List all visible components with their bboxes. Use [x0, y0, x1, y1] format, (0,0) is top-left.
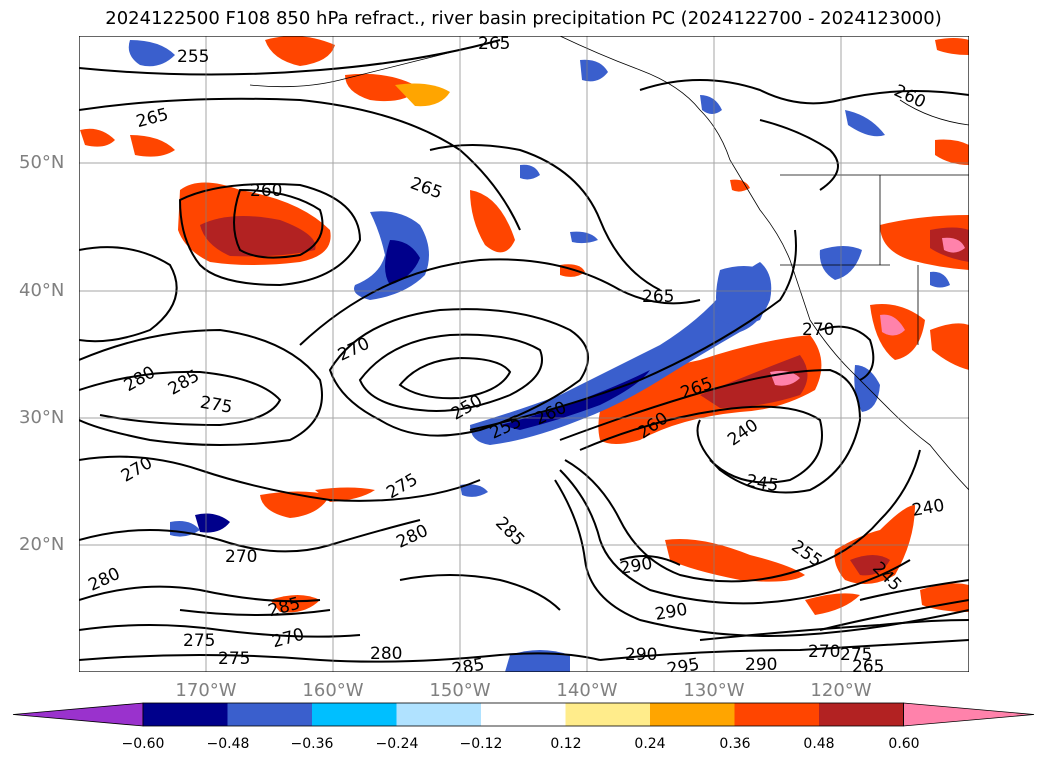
lon-label: 150°W	[429, 680, 491, 701]
colorbar-tick-label: 0.60	[888, 736, 920, 752]
colorbar-tick-label: −0.12	[459, 736, 503, 752]
colorbar-tick-label: 0.36	[719, 736, 751, 752]
colorbar-extend-low	[12, 702, 144, 727]
colorbar-segment	[396, 703, 482, 726]
contour-label: 290	[745, 655, 777, 675]
lat-label: 50°N	[19, 152, 65, 173]
colorbar-tick-label: 0.24	[634, 736, 666, 752]
contour-label: 270	[802, 320, 834, 340]
colorbar	[12, 702, 1035, 727]
map-plot-area: 255 265 265 260 265 260 265 270 270 280 …	[79, 34, 969, 680]
lat-label: 40°N	[19, 280, 65, 301]
colorbar-segment	[734, 703, 820, 726]
positive-shading	[80, 36, 969, 615]
map-title: 2024122500 F108 850 hPa refract., river …	[105, 8, 942, 29]
negative-shading	[128, 40, 950, 672]
contour-label: 265	[642, 287, 674, 307]
contour-label: 290	[625, 645, 657, 665]
contour-label: 280	[370, 644, 402, 664]
lon-label: 160°W	[302, 680, 364, 701]
contour-label: 285	[451, 655, 486, 680]
colorbar-tick-label: 0.12	[550, 736, 582, 752]
colorbar-segment	[650, 703, 735, 726]
contour-label: 275	[183, 631, 215, 651]
contour-label: 255	[177, 47, 209, 67]
colorbar-frame	[142, 702, 904, 727]
contour-label: 275	[218, 649, 250, 669]
colorbar-tick-label: −0.60	[121, 736, 165, 752]
contour-label: 275	[840, 645, 872, 665]
lon-label: 140°W	[556, 680, 618, 701]
contour-label: 265	[478, 34, 510, 54]
colorbar-segment	[312, 703, 397, 726]
contour-labels: 255 265 265 260 265 260 265 270 270 280 …	[85, 34, 946, 680]
refractivity-contours	[79, 39, 969, 663]
colorbar-tick-label: −0.48	[206, 736, 250, 752]
colorbar-segment	[481, 703, 566, 726]
lon-label: 130°W	[683, 680, 745, 701]
colorbar-segment	[227, 703, 313, 726]
colorbar-segment	[565, 703, 651, 726]
colorbar-tick-label: −0.24	[375, 736, 419, 752]
lon-label: 120°W	[810, 680, 872, 701]
colorbar-tick-label: −0.36	[290, 736, 334, 752]
contour-label: 260	[250, 181, 282, 201]
colorbar-segment	[819, 703, 904, 726]
lat-label: 20°N	[19, 534, 65, 555]
contour-label: 270	[225, 547, 257, 567]
contour-label: 265	[852, 657, 884, 677]
lat-label: 30°N	[19, 407, 65, 428]
colorbar-segment	[143, 703, 228, 726]
colorbar-extend-high	[903, 702, 1035, 727]
colorbar-tick-label: 0.48	[803, 736, 835, 752]
contour-label: 270	[808, 642, 840, 662]
graticule	[79, 36, 969, 672]
contour-label: 295	[666, 655, 701, 680]
lon-label: 170°W	[175, 680, 237, 701]
